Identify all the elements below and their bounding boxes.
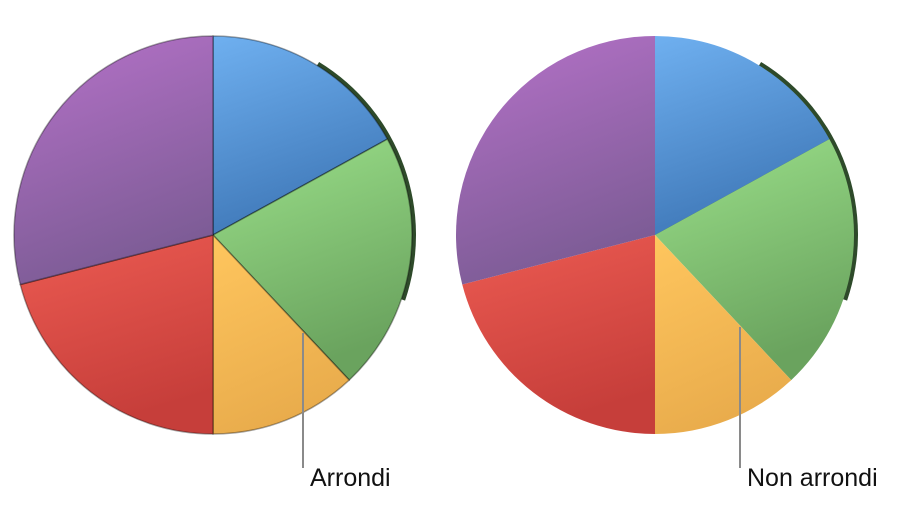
label-not-rounded: Non arrondi [747,464,878,492]
pie-slice-red [19,234,214,435]
pie-slice-purple [456,36,655,285]
label-rounded: Arrondi [310,464,391,492]
pie-not-rounded [456,36,859,434]
pie-slice-blue [212,35,389,236]
pie-slice-green [212,138,413,381]
pie-rounded [13,35,416,435]
pie-slice-purple [13,35,214,286]
pie-slice-orange [655,235,792,434]
pie-slice-red [462,235,655,434]
pie-slice-orange [212,234,350,435]
pie-slice-blue [655,36,830,235]
pie-slice-green [655,139,854,381]
